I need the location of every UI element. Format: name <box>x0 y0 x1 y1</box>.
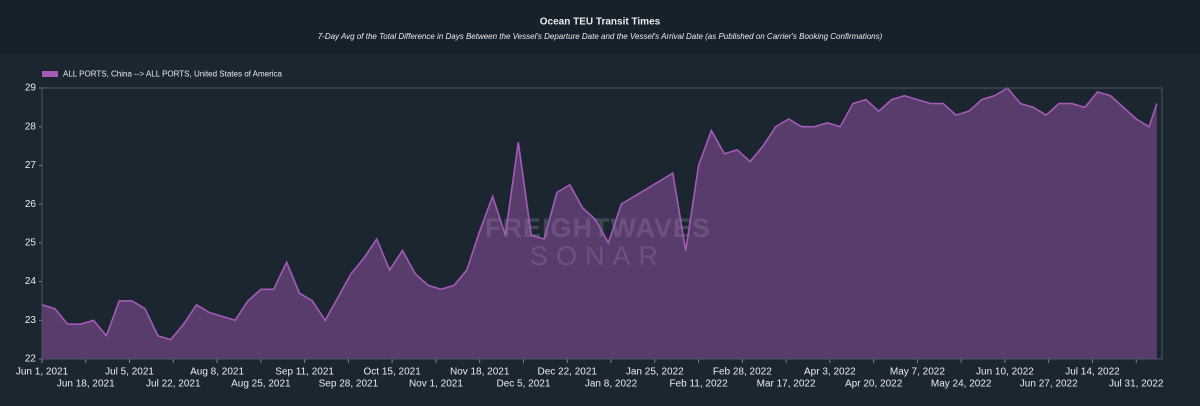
x-tick-label: Sep 11, 2021 <box>275 367 334 378</box>
x-tick-label: Jan 8, 2022 <box>585 379 638 390</box>
watermark: SONAR <box>530 241 666 271</box>
y-tick-label: 24 <box>25 276 37 287</box>
chart-title: Ocean TEU Transit Times <box>540 17 661 28</box>
x-tick-label: Nov 18, 2021 <box>450 367 510 378</box>
x-tick-label: Apr 20, 2022 <box>845 379 903 390</box>
x-tick-label: Jun 27, 2022 <box>1020 379 1078 390</box>
chart-panel <box>0 54 1200 406</box>
y-tick-label: 25 <box>25 237 37 248</box>
x-tick-label: Apr 3, 2022 <box>804 367 856 378</box>
x-tick-label: Nov 1, 2021 <box>409 379 463 390</box>
x-tick-label: Jul 31, 2022 <box>1109 379 1164 390</box>
x-tick-label: Aug 25, 2021 <box>231 379 291 390</box>
x-tick-label: Feb 11, 2022 <box>669 379 728 390</box>
legend-swatch <box>42 71 58 77</box>
x-tick-label: Jun 10, 2022 <box>976 367 1034 378</box>
x-tick-label: Jun 18, 2021 <box>57 379 115 390</box>
x-tick-label: Jul 14, 2022 <box>1065 367 1120 378</box>
y-tick-label: 27 <box>25 160 37 171</box>
x-tick-label: May 7, 2022 <box>890 367 945 378</box>
x-tick-label: Mar 17, 2022 <box>757 379 816 390</box>
x-tick-label: Jan 25, 2022 <box>626 367 684 378</box>
x-tick-label: Aug 8, 2021 <box>190 367 244 378</box>
y-tick-label: 29 <box>25 83 37 94</box>
chart-subtitle: 7-Day Avg of the Total Difference in Day… <box>318 32 883 41</box>
x-tick-label: Dec 22, 2021 <box>537 367 597 378</box>
legend-label: ALL PORTS, China --> ALL PORTS, United S… <box>63 70 283 79</box>
y-tick-label: 22 <box>25 354 37 365</box>
x-tick-label: Dec 5, 2021 <box>497 379 551 390</box>
x-tick-label: Sep 28, 2021 <box>319 379 379 390</box>
series-area <box>42 88 1157 359</box>
x-tick-label: Jun 1, 2021 <box>16 367 69 378</box>
watermark: FREIGHTWAVES <box>485 213 711 243</box>
y-tick-label: 26 <box>25 199 37 210</box>
x-tick-label: Oct 15, 2021 <box>364 367 422 378</box>
x-tick-label: Feb 28, 2022 <box>713 367 772 378</box>
y-tick-label: 23 <box>25 315 37 326</box>
x-tick-label: May 24, 2022 <box>931 379 992 390</box>
x-tick-label: Jul 5, 2021 <box>105 367 154 378</box>
y-tick-label: 28 <box>25 121 37 132</box>
series-line <box>41 86 1158 341</box>
x-tick-label: Jul 22, 2021 <box>146 379 201 390</box>
plot-frame <box>41 87 1163 360</box>
